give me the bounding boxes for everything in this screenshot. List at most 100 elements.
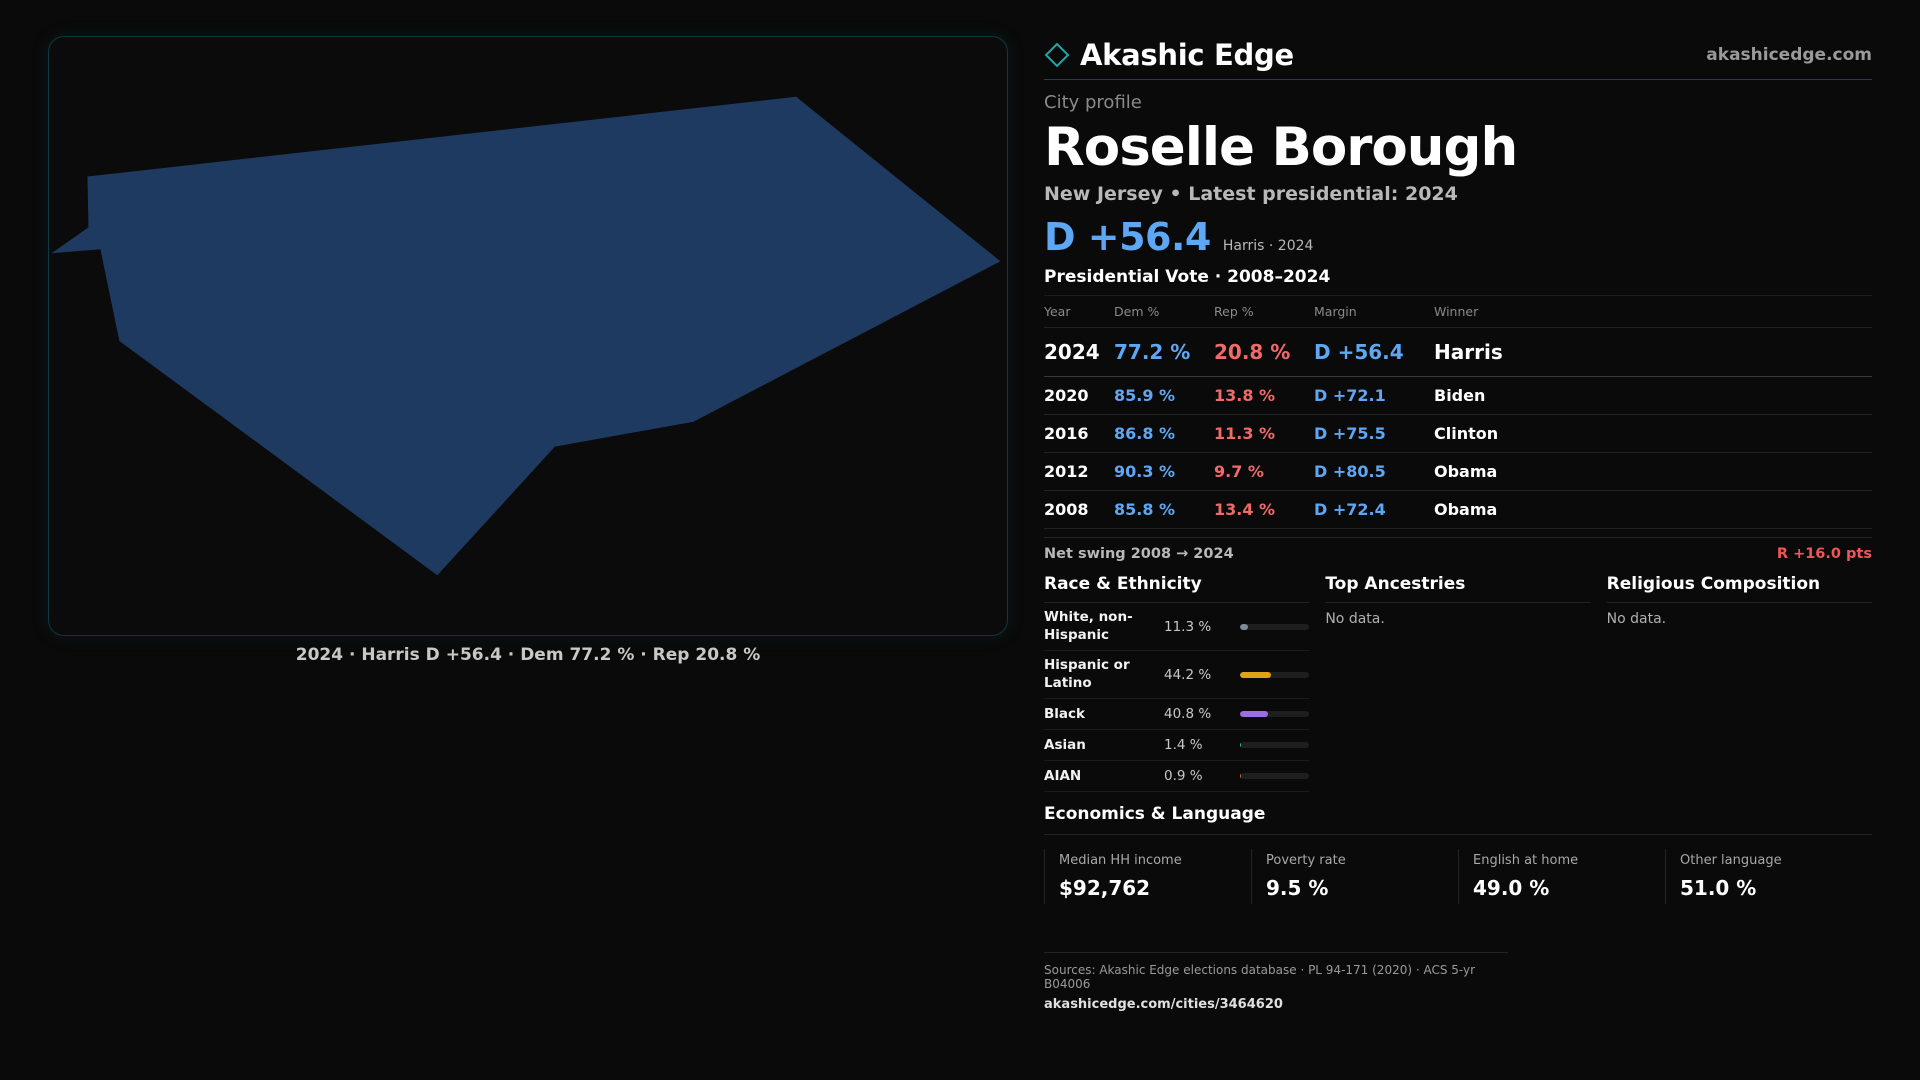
economics-stats: Median HH income $92,762 Poverty rate 9.… bbox=[1044, 849, 1872, 905]
race-pct: 11.3 % bbox=[1164, 618, 1212, 635]
race-bar-track bbox=[1240, 623, 1310, 630]
sources-text: Sources: Akashic Edge elections database… bbox=[1044, 963, 1476, 992]
cell-rep: 11.3 % bbox=[1214, 414, 1314, 454]
race-pct: 44.2 % bbox=[1164, 666, 1212, 683]
cell-dem: 90.3 % bbox=[1114, 452, 1214, 492]
map-caption: 2024 · Harris D +56.4 · Dem 77.2 % · Rep… bbox=[295, 645, 761, 665]
cell-rep: 9.7 % bbox=[1214, 452, 1314, 492]
cell-dem: 85.9 % bbox=[1114, 376, 1214, 416]
race-bar-fill bbox=[1240, 773, 1241, 780]
city-boundary-shape[interactable] bbox=[51, 96, 1001, 576]
table-header-row: Year Dem % Rep % Margin Winner bbox=[1044, 296, 1872, 329]
table-row: 2024 77.2 % 20.8 % D +56.4 Harris bbox=[1044, 327, 1872, 378]
headline-result: D +56.4 Harris · 2024 bbox=[1044, 215, 1872, 259]
cell-year: 2016 bbox=[1044, 414, 1114, 454]
table-row: 2008 85.8 % 13.4 % D +72.4 Obama bbox=[1044, 490, 1872, 530]
stat-median-income: Median HH income $92,762 bbox=[1044, 849, 1251, 905]
race-bar-fill bbox=[1240, 711, 1269, 718]
cell-winner: Obama bbox=[1434, 490, 1872, 530]
source-url-link[interactable]: akashicedge.com/cities/3464620 bbox=[1044, 997, 1283, 1013]
headline-margin: D +56.4 bbox=[1044, 215, 1211, 260]
col-header-margin: Margin bbox=[1314, 296, 1434, 329]
stat-poverty-rate: Poverty rate 9.5 % bbox=[1251, 849, 1458, 905]
race-pct: 0.9 % bbox=[1164, 768, 1203, 785]
race-label: Asian bbox=[1044, 736, 1086, 753]
cell-winner: Obama bbox=[1434, 452, 1872, 492]
profile-panel: Akashic Edge akashicedge.com City profil… bbox=[1044, 30, 1872, 1012]
net-swing: Net swing 2008 → 2024 R +16.0 pts bbox=[1044, 537, 1872, 562]
net-swing-value: R +16.0 pts bbox=[1776, 546, 1872, 563]
headline-note: Harris · 2024 bbox=[1222, 238, 1314, 255]
cell-rep: 20.8 % bbox=[1214, 327, 1314, 378]
presidential-vote-table: Year Dem % Rep % Margin Winner 2024 77.2… bbox=[1044, 296, 1872, 530]
cell-rep: 13.4 % bbox=[1214, 490, 1314, 530]
race-row: White, non-Hispanic 11.3 % bbox=[1044, 603, 1310, 652]
cell-dem: 77.2 % bbox=[1114, 327, 1214, 378]
stat-label: Median HH income bbox=[1059, 853, 1182, 869]
col-header-rep: Rep % bbox=[1214, 296, 1314, 329]
cell-year: 2008 bbox=[1044, 490, 1114, 530]
race-label: AIAN bbox=[1044, 767, 1082, 784]
diamond-outline-icon bbox=[1044, 42, 1070, 67]
cell-margin: D +72.1 bbox=[1314, 376, 1434, 416]
stat-value: 51.0 % bbox=[1680, 876, 1757, 901]
race-row: Asian 1.4 % bbox=[1044, 730, 1310, 762]
state-subline: New Jersey • Latest presidential: 2024 bbox=[1044, 183, 1458, 206]
table-row: 2016 86.8 % 11.3 % D +75.5 Clinton bbox=[1044, 414, 1872, 454]
table-row: 2012 90.3 % 9.7 % D +80.5 Obama bbox=[1044, 452, 1872, 492]
city-map[interactable] bbox=[48, 36, 1008, 636]
stat-value: 9.5 % bbox=[1266, 876, 1329, 901]
cell-margin: D +72.4 bbox=[1314, 490, 1434, 530]
brand-name: Akashic Edge bbox=[1080, 37, 1294, 72]
sources-footer: Sources: Akashic Edge elections database… bbox=[1044, 952, 1508, 1012]
top-ancestries-empty: No data. bbox=[1325, 611, 1385, 628]
presidential-vote-title: Presidential Vote · 2008–2024 bbox=[1044, 267, 1872, 297]
race-bar-track bbox=[1240, 711, 1310, 718]
table-row: 2020 85.9 % 13.8 % D +72.1 Biden bbox=[1044, 376, 1872, 416]
cell-year: 2020 bbox=[1044, 376, 1114, 416]
race-ethnicity-card: Race & Ethnicity White, non-Hispanic 11.… bbox=[1044, 574, 1310, 793]
col-header-dem: Dem % bbox=[1114, 296, 1214, 329]
economics-title: Economics & Language bbox=[1044, 804, 1872, 836]
race-bar-fill bbox=[1240, 671, 1271, 678]
race-pct: 1.4 % bbox=[1164, 737, 1203, 754]
race-label: Hispanic or Latino bbox=[1044, 657, 1130, 691]
stat-other-language: Other language 51.0 % bbox=[1665, 849, 1872, 905]
cell-winner: Harris bbox=[1434, 327, 1872, 378]
race-row: Hispanic or Latino 44.2 % bbox=[1044, 651, 1310, 700]
page-eyebrow: City profile bbox=[1044, 92, 1142, 113]
stat-value: 49.0 % bbox=[1473, 876, 1550, 901]
stat-english-at-home: English at home 49.0 % bbox=[1458, 849, 1665, 905]
col-header-year: Year bbox=[1044, 296, 1114, 329]
race-bar-fill bbox=[1240, 742, 1241, 749]
race-row: AIAN 0.9 % bbox=[1044, 761, 1310, 793]
demographics-section: Race & Ethnicity White, non-Hispanic 11.… bbox=[1044, 574, 1872, 793]
race-bar-track bbox=[1240, 773, 1310, 780]
stat-label: English at home bbox=[1473, 853, 1579, 869]
city-boundary-map bbox=[51, 96, 1001, 576]
cell-year: 2012 bbox=[1044, 452, 1114, 492]
race-row: Black 40.8 % bbox=[1044, 699, 1310, 731]
cell-winner: Biden bbox=[1434, 376, 1872, 416]
stat-value: $92,762 bbox=[1059, 876, 1151, 901]
religious-composition-title: Religious Composition bbox=[1606, 574, 1872, 604]
religious-composition-empty: No data. bbox=[1606, 611, 1667, 628]
net-swing-label: Net swing 2008 → 2024 bbox=[1044, 546, 1234, 563]
stat-label: Poverty rate bbox=[1266, 853, 1346, 869]
stat-label: Other language bbox=[1680, 853, 1782, 869]
cell-margin: D +75.5 bbox=[1314, 414, 1434, 454]
page-title: Roselle Borough bbox=[1044, 117, 1518, 178]
cell-margin: D +56.4 bbox=[1314, 327, 1434, 378]
col-header-winner: Winner bbox=[1434, 296, 1872, 329]
race-ethnicity-list: White, non-Hispanic 11.3 % Hispanic or L… bbox=[1044, 603, 1310, 793]
cell-winner: Clinton bbox=[1434, 414, 1872, 454]
cell-year: 2024 bbox=[1044, 327, 1114, 378]
race-pct: 40.8 % bbox=[1164, 706, 1212, 723]
race-ethnicity-title: Race & Ethnicity bbox=[1044, 574, 1310, 604]
brand-url-link[interactable]: akashicedge.com bbox=[1706, 44, 1872, 65]
cell-dem: 85.8 % bbox=[1114, 490, 1214, 530]
brand[interactable]: Akashic Edge bbox=[1044, 38, 1294, 72]
cell-rep: 13.8 % bbox=[1214, 376, 1314, 416]
top-ancestries-card: Top Ancestries No data. bbox=[1325, 574, 1591, 792]
religious-composition-card: Religious Composition No data. bbox=[1606, 574, 1872, 792]
